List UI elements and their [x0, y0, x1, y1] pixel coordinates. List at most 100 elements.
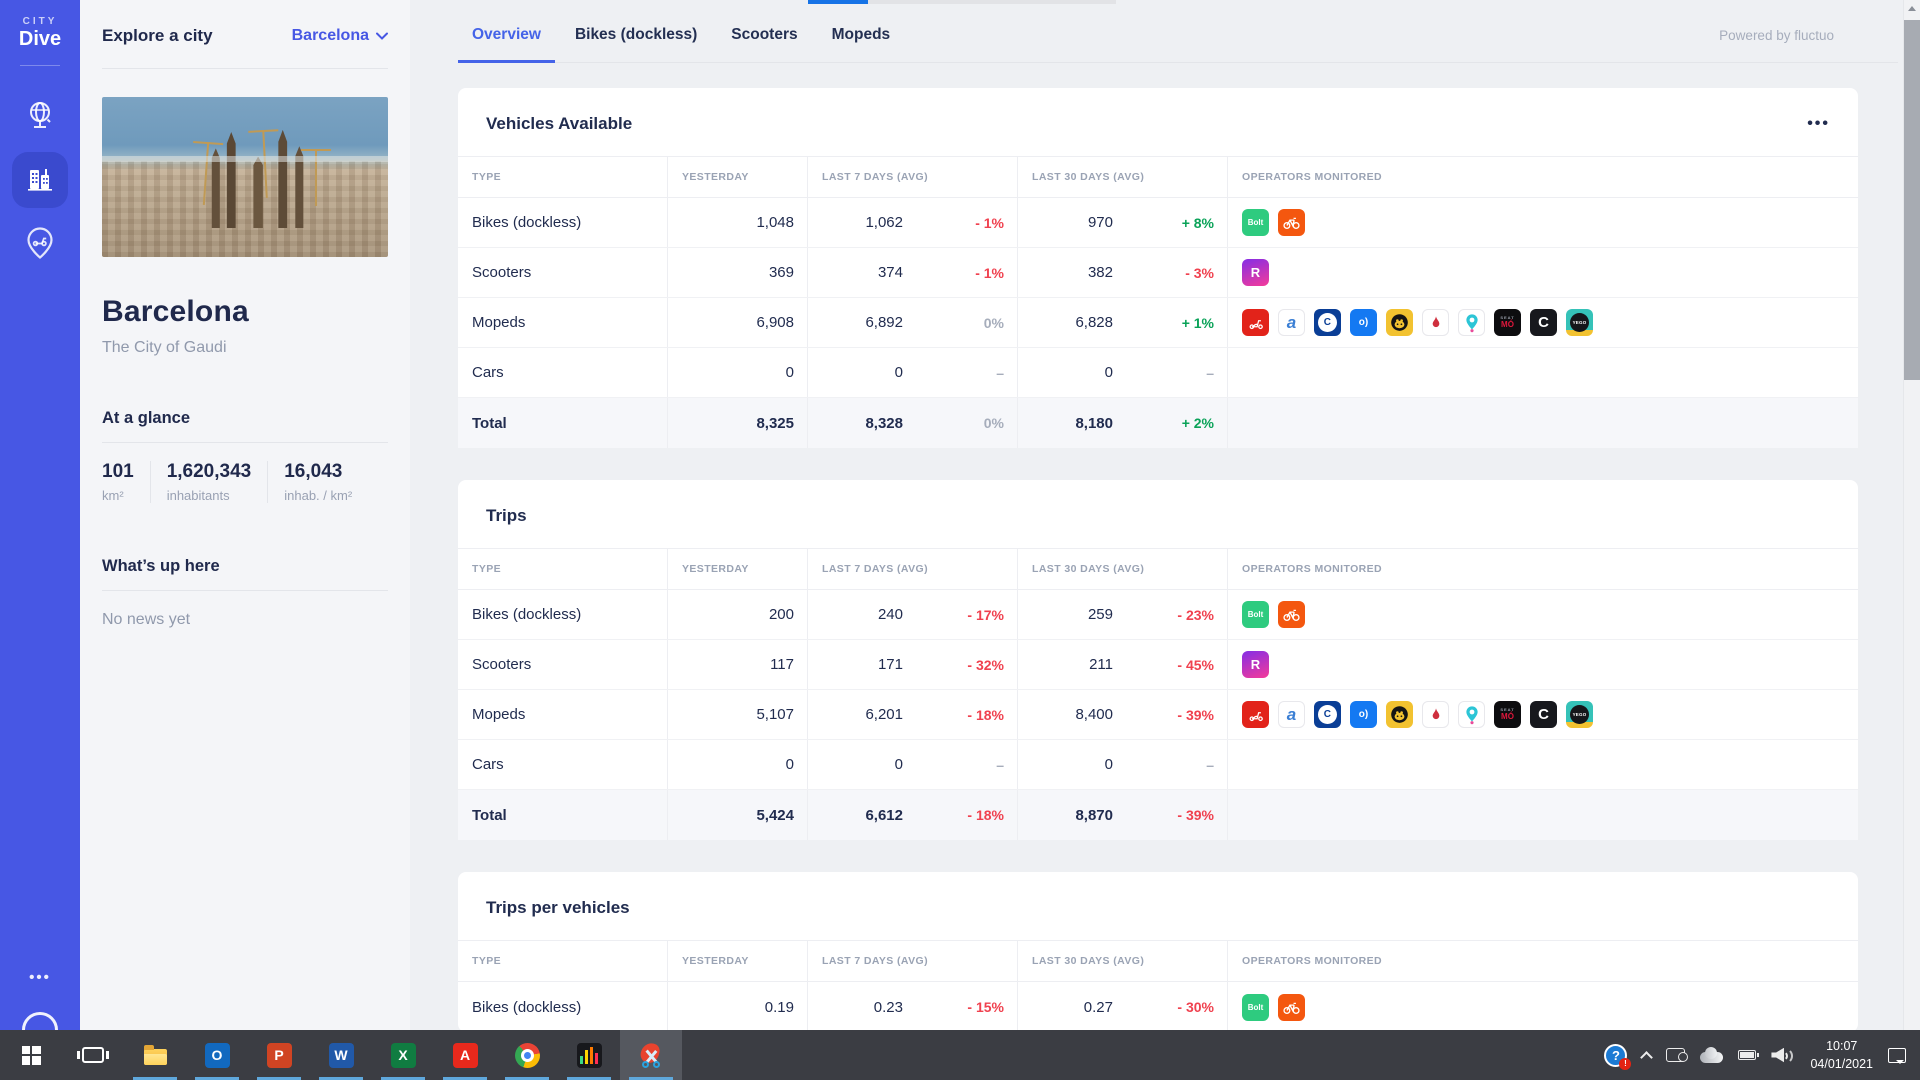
at-a-glance-title: At a glance: [102, 409, 191, 427]
card-title: Vehicles Available: [486, 114, 633, 133]
snipping-tool-button[interactable]: [620, 1030, 682, 1080]
operator-blue-o-icon: o): [1350, 701, 1377, 728]
operator-yego-icon: YEGO: [1566, 701, 1593, 728]
table-body: Bikes (dockless) 200 240 - 17% 259 - 23%…: [458, 590, 1858, 840]
col-header-30days: Last 30 days (avg): [1017, 941, 1227, 981]
speaker-icon: [1771, 1047, 1795, 1064]
col-header-yesterday: Yesterday: [667, 941, 807, 981]
trend-last7days: - 1%: [975, 264, 1004, 281]
nav-city-button[interactable]: [12, 152, 68, 208]
logo-dive: Dive: [18, 28, 62, 50]
powerpoint-icon: P: [266, 1042, 292, 1068]
value-yesterday: 0: [667, 348, 807, 397]
col-header-type: Type: [472, 955, 502, 967]
system-tray: ? ! 10:07 04/0: [1604, 1037, 1920, 1073]
col-header-operators: Operators monitored: [1227, 549, 1858, 589]
chrome-icon: [514, 1042, 540, 1068]
operator-teal-pin-icon: [1458, 309, 1485, 336]
outlook-icon: O: [204, 1042, 230, 1068]
card-title: Trips per vehicles: [486, 898, 630, 917]
nav-vehicles-button[interactable]: [12, 216, 68, 272]
action-center-button[interactable]: [1888, 1047, 1906, 1064]
row-type-label: Total: [472, 806, 507, 824]
operator-flame-icon: [1422, 701, 1449, 728]
operator-gorilla-icon: [1386, 701, 1413, 728]
card-title: Trips: [486, 506, 527, 525]
city-selector[interactable]: Barcelona: [292, 27, 388, 45]
stat-unit: inhab. / km²: [284, 488, 353, 503]
tab-mopeds[interactable]: Mopeds: [818, 26, 905, 63]
sidebar-more-button[interactable]: •••: [0, 969, 80, 986]
trend-last7days: –: [996, 364, 1004, 381]
word-button[interactable]: W: [310, 1030, 372, 1080]
scrollbar-thumb[interactable]: [1904, 20, 1920, 380]
chevron-down-icon: [376, 27, 388, 45]
operator-acciona-icon: [1242, 701, 1269, 728]
nav-globe-button[interactable]: [12, 88, 68, 144]
stat-area: 101 km²: [102, 461, 150, 503]
acrobat-button[interactable]: A: [434, 1030, 496, 1080]
file-explorer-button[interactable]: [124, 1030, 186, 1080]
onedrive-button[interactable]: [1700, 1046, 1724, 1063]
scrollbar-up-arrow[interactable]: [1904, 0, 1920, 16]
meet-now-button[interactable]: [1666, 1048, 1689, 1062]
main-content: Overview Bikes (dockless) Scooters Moped…: [410, 0, 1920, 1032]
stat-unit: inhabitants: [166, 488, 230, 503]
music-app-button[interactable]: [558, 1030, 620, 1080]
col-header-operators: Operators monitored: [1227, 157, 1858, 197]
row-type-label: Cars: [472, 364, 504, 381]
scrollbar[interactable]: [1903, 0, 1920, 1030]
battery-button[interactable]: [1738, 1050, 1760, 1060]
at-a-glance-section: At a glance 101 km² 1,620,343 inhabitant…: [102, 409, 388, 503]
card-vehicles-available: Vehicles Available ••• Type Yesterday La…: [458, 88, 1858, 448]
trend-last7days: - 15%: [967, 999, 1004, 1015]
camera-monitor-icon: [1666, 1048, 1689, 1062]
col-header-7days: Last 7 days (avg): [807, 549, 1017, 589]
operator-teal-pin-icon: [1458, 701, 1485, 728]
value-last7days: 0.23: [873, 998, 903, 1016]
operator-flame-icon: [1422, 309, 1449, 336]
value-last30days: 8,180: [1075, 414, 1113, 432]
buildings-icon: [24, 163, 56, 198]
value-last30days: 970: [1087, 214, 1113, 231]
powerpoint-button[interactable]: P: [248, 1030, 310, 1080]
tab-overview[interactable]: Overview: [458, 26, 555, 63]
excel-button[interactable]: X: [372, 1030, 434, 1080]
operators-cell: [1227, 398, 1858, 448]
get-help-tray-button[interactable]: ? !: [1604, 1043, 1632, 1070]
volume-button[interactable]: [1771, 1047, 1795, 1064]
trend-last30days: + 8%: [1181, 214, 1214, 231]
value-yesterday: 6,908: [667, 298, 807, 347]
value-yesterday: 1,048: [667, 198, 807, 247]
value-last7days: 6,892: [865, 314, 903, 331]
outlook-button[interactable]: O: [186, 1030, 248, 1080]
value-yesterday: 8,325: [667, 398, 807, 448]
operator-bolt-icon: Bolt: [1242, 601, 1269, 628]
card-menu-button[interactable]: •••: [1807, 115, 1830, 132]
cards-container: Vehicles Available ••• Type Yesterday La…: [410, 88, 1920, 1032]
tray-expand-button[interactable]: [1640, 1049, 1654, 1064]
stat-population: 1,620,343 inhabitants: [149, 461, 268, 503]
operators-cell: R: [1227, 640, 1858, 689]
operators-cell: [1227, 348, 1858, 397]
tab-bikes[interactable]: Bikes (dockless): [561, 26, 711, 63]
value-last30days: 259: [1087, 606, 1113, 623]
chrome-button[interactable]: [496, 1030, 558, 1080]
tab-scooters[interactable]: Scooters: [717, 26, 811, 63]
operator-reby-icon: R: [1242, 651, 1269, 678]
sagrada-familia-art: [202, 126, 331, 229]
start-button[interactable]: [0, 1030, 62, 1080]
operator-cityscoot-icon: C: [1530, 701, 1557, 728]
trend-last7days: 0%: [983, 415, 1004, 431]
city-tagline: The City of Gaudi: [102, 339, 227, 356]
table-row: Total 8,325 8,328 0% 8,180 + 2%: [458, 398, 1858, 448]
operator-cityscoot-icon: C: [1530, 309, 1557, 336]
taskbar-clock[interactable]: 10:07 04/01/2021: [1810, 1037, 1873, 1073]
row-type-label: Mopeds: [472, 706, 526, 723]
windows-taskbar: O P W X A: [0, 1030, 1920, 1080]
acrobat-icon: A: [452, 1042, 478, 1068]
task-view-button[interactable]: [62, 1030, 124, 1080]
operator-orange-bike-icon: [1278, 601, 1305, 628]
